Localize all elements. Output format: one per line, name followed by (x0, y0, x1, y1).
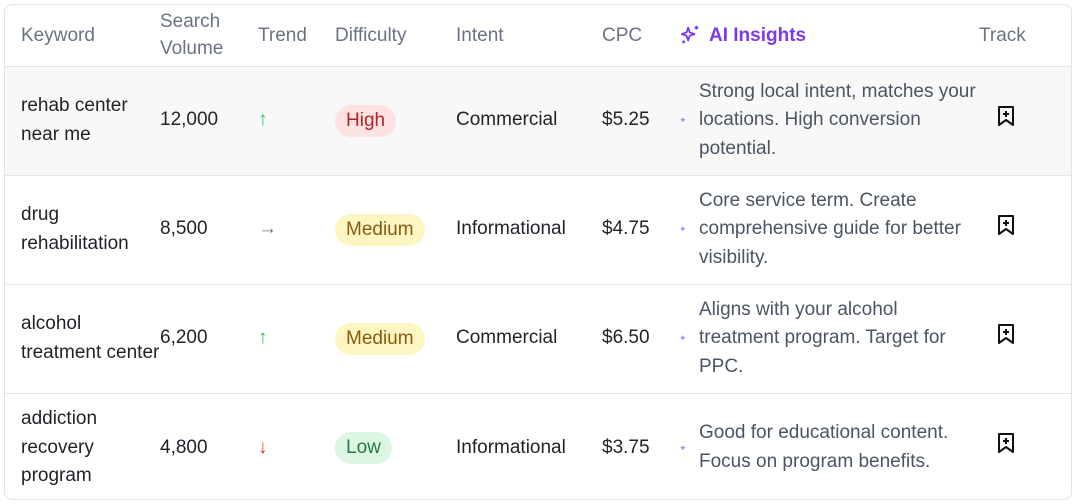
trend-arrow-icon: ↓ (258, 436, 268, 458)
sparkles-icon (680, 26, 699, 44)
col-keyword[interactable]: Keyword (5, 5, 160, 67)
sparkle-icon: ✦ (679, 224, 687, 235)
bookmark-plus-icon[interactable] (997, 214, 1015, 236)
volume-cell: 6,200 (160, 284, 258, 394)
cpc-cell: $3.75 (602, 436, 650, 458)
trend-cell: → (258, 175, 335, 285)
difficulty-cell: Low (335, 393, 456, 499)
insight-cell: ✦ Good for educational content. Focus on … (679, 393, 979, 499)
track-cell (979, 393, 1071, 499)
cpc-cell: $6.50 (602, 284, 679, 394)
col-intent[interactable]: Intent (456, 5, 602, 67)
track-cell (979, 175, 1071, 285)
trend-cell: ↑ (258, 284, 335, 394)
insight-text: Core service term. Create comprehensive … (699, 189, 961, 268)
col-difficulty[interactable]: Difficulty (335, 5, 456, 67)
difficulty-badge: Low (335, 431, 392, 464)
insight-cell: ✦ Strong local intent, matches your locat… (679, 66, 979, 176)
keyword-cell: rehab center near me (5, 66, 160, 176)
table-header: Keyword Search Volume Trend Difficulty I… (5, 5, 1071, 67)
volume-cell: 4,800 (160, 436, 208, 458)
insight-cell: ✦ Core service term. Create comprehensive… (679, 175, 979, 285)
sparkle-icon: ✦ (679, 333, 687, 344)
col-track: Track (979, 5, 1071, 67)
table-row: rehab center near me 12,000 ↑ High Comme… (5, 66, 1071, 176)
track-cell (979, 284, 1071, 394)
volume-cell: 8,500 (160, 175, 258, 285)
col-search-volume[interactable]: Search Volume (160, 5, 258, 67)
trend-cell: ↓ (258, 393, 335, 499)
sparkle-icon: ✦ (679, 115, 687, 126)
bookmark-plus-icon[interactable] (997, 323, 1015, 345)
track-cell (979, 66, 1071, 176)
intent-cell: Informational (456, 175, 602, 285)
table-row: drug rehabilitation 8,500 → Medium Infor… (5, 175, 1071, 285)
volume-cell: 12,000 (160, 66, 258, 176)
difficulty-badge: Medium (335, 213, 425, 246)
bookmark-plus-icon[interactable] (997, 432, 1015, 454)
keyword-table-card: Keyword Search Volume Trend Difficulty I… (4, 4, 1072, 500)
insight-cell: ✦ Aligns with your alcohol treatment prog… (679, 284, 979, 394)
trend-arrow-icon: ↑ (258, 327, 268, 349)
trend-arrow-icon: → (258, 218, 277, 240)
trend-arrow-icon: ↑ (258, 109, 268, 131)
keyword-cell: alcohol treatment center (5, 284, 160, 394)
difficulty-cell: High (335, 66, 456, 176)
table-row: alcohol treatment center 6,200 ↑ Medium … (5, 284, 1071, 394)
difficulty-cell: Medium (335, 284, 456, 394)
col-ai-insights[interactable]: AI Insights (679, 5, 979, 67)
insight-text: Aligns with your alcohol treatment progr… (699, 298, 946, 377)
trend-cell: ↑ (258, 66, 335, 176)
insight-text: Strong local intent, matches your locati… (699, 80, 976, 159)
cpc-cell: $5.25 (602, 66, 679, 176)
col-trend[interactable]: Trend (258, 5, 335, 67)
intent-cell: Commercial (456, 284, 602, 394)
col-cpc[interactable]: CPC (602, 5, 679, 67)
difficulty-badge: High (335, 104, 397, 137)
insight-text: Good for educational content. Focus on p… (699, 422, 949, 472)
table-row: addiction recovery program 4,800 ↓ Low I… (5, 393, 1071, 499)
bookmark-plus-icon[interactable] (997, 105, 1015, 127)
difficulty-badge: Medium (335, 322, 425, 355)
keyword-cell: addiction recovery program (21, 408, 98, 486)
cpc-cell: $4.75 (602, 175, 679, 285)
difficulty-cell: Medium (335, 175, 456, 285)
intent-cell: Informational (456, 436, 566, 458)
sparkle-icon: ✦ (679, 442, 687, 453)
keyword-cell: drug rehabilitation (5, 175, 160, 285)
keyword-table: Keyword Search Volume Trend Difficulty I… (5, 5, 1071, 499)
ai-insights-label: AI Insights (709, 24, 807, 46)
intent-cell: Commercial (456, 66, 602, 176)
